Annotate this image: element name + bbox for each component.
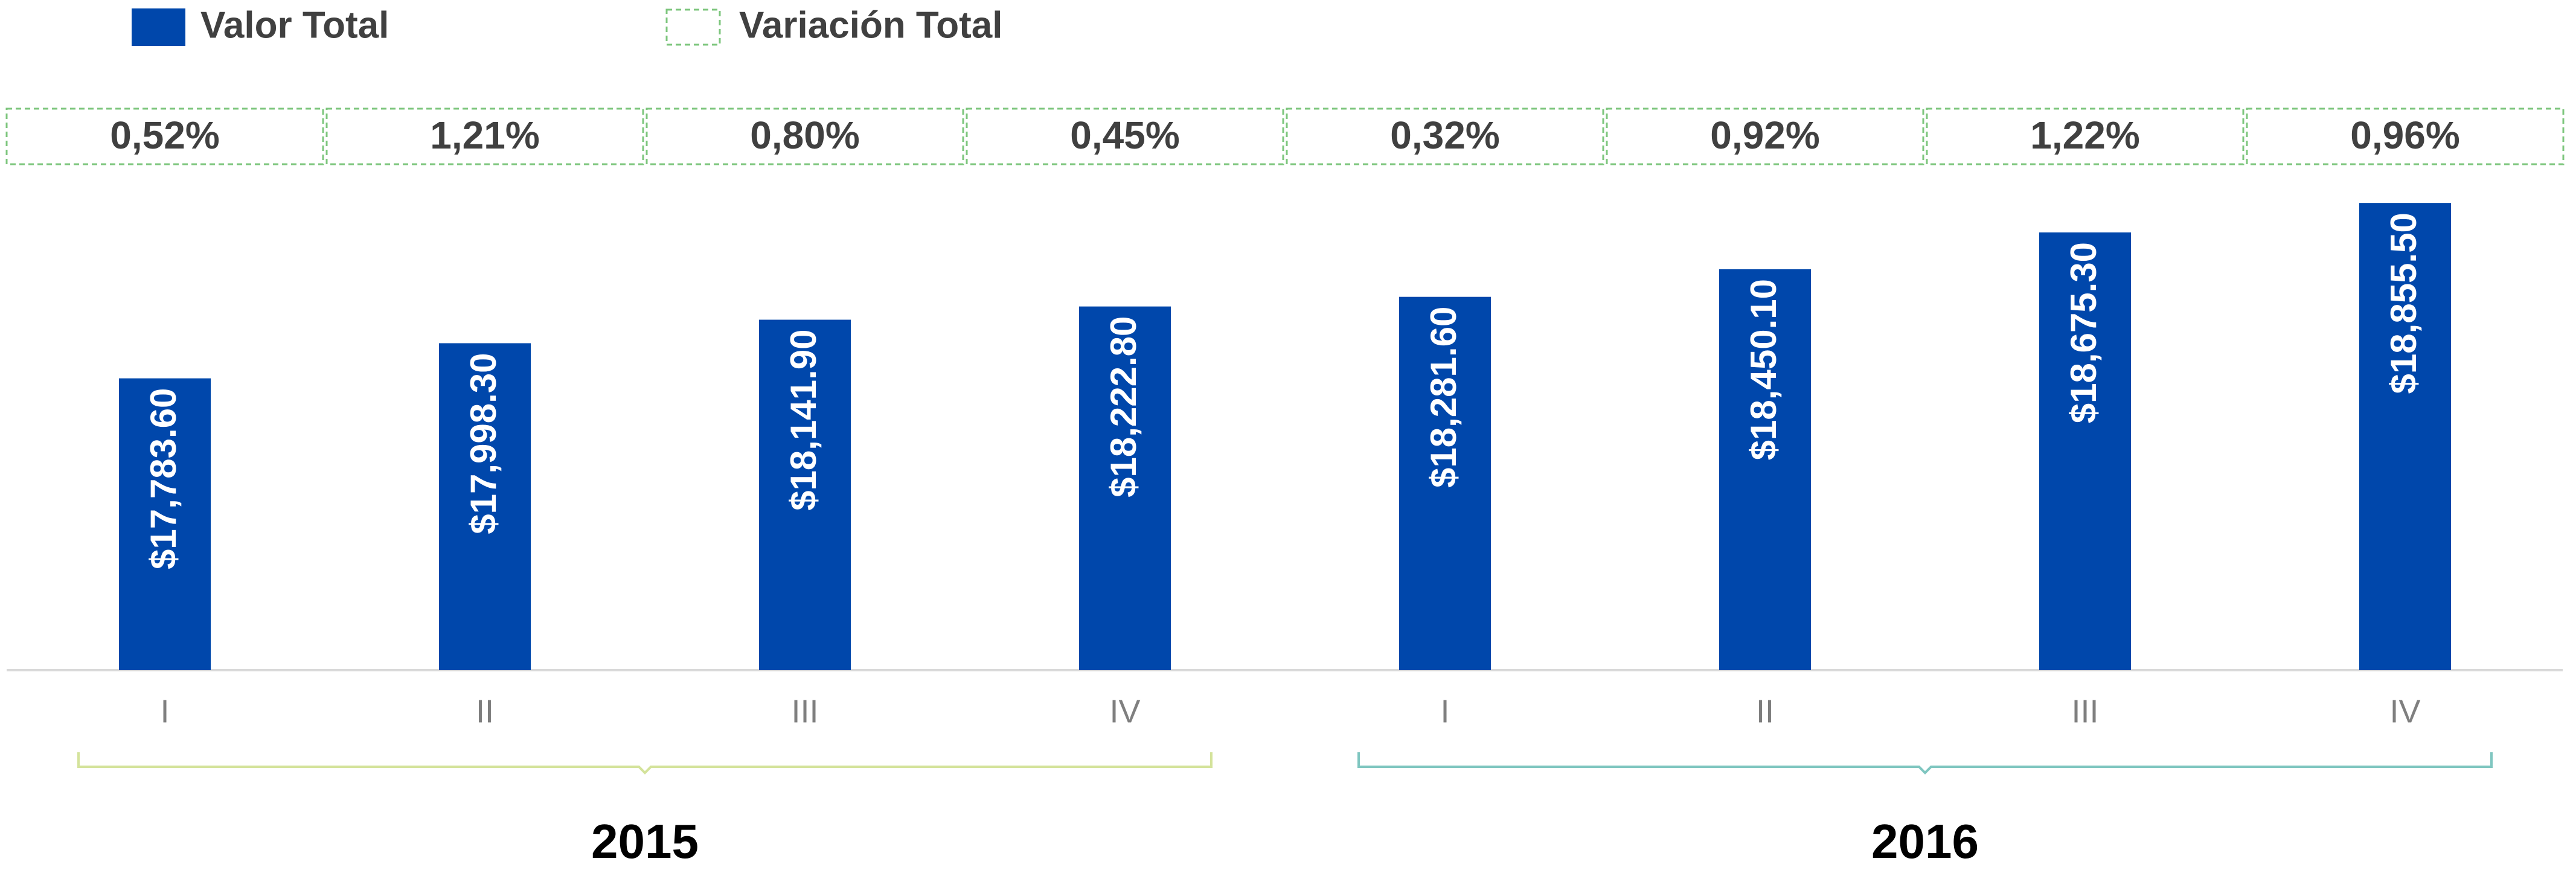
bar-value-label: $18,450.10: [1743, 279, 1784, 460]
variation-cell: [325, 107, 644, 165]
bar-value-label: $17,998.30: [463, 353, 504, 534]
x-tick-label: IV: [2389, 693, 2420, 729]
bar: [439, 343, 531, 670]
variation-label: 1,21%: [430, 114, 539, 157]
legend-label: Variación Total: [739, 4, 1002, 46]
variation-cell: [966, 107, 1284, 165]
variation-label: 0,96%: [2350, 114, 2459, 157]
bar: [759, 319, 851, 670]
group-bracket: [77, 752, 1213, 775]
variation-label: 0,92%: [1710, 114, 1819, 157]
bar-value-label: $18,855.50: [2383, 213, 2424, 394]
bar-value-label: $17,783.60: [143, 388, 184, 569]
x-tick-label: I: [160, 693, 169, 729]
variation-label: 0,80%: [750, 114, 859, 157]
group-label: 2015: [591, 814, 699, 868]
bar: [1719, 269, 1811, 670]
bar-value-label: $18,222.80: [1103, 316, 1144, 497]
variation-cell: [5, 107, 324, 165]
variation-label: 0,32%: [1390, 114, 1499, 157]
group-label: 2016: [1871, 814, 1979, 868]
bar-value-label: $18,141.90: [783, 330, 824, 511]
x-tick-label: II: [476, 693, 494, 729]
bar: [1399, 296, 1491, 670]
variation-cell: [1926, 107, 2244, 165]
variation-label: 1,22%: [2030, 114, 2139, 157]
legend-label: Valor Total: [200, 4, 389, 46]
variation-label: 0,45%: [1070, 114, 1179, 157]
bar-value-label: $18,675.30: [2063, 242, 2104, 423]
variation-cell: [1286, 107, 1604, 165]
legend-swatch-variacion: [665, 8, 721, 46]
group-bracket: [1357, 752, 2493, 775]
variation-cell: [2246, 107, 2565, 165]
bar: [2359, 203, 2451, 670]
variation-cell: [1606, 107, 1924, 165]
x-tick-label: III: [2071, 693, 2098, 729]
bar: [2039, 232, 2131, 670]
bar: [119, 378, 211, 670]
x-tick-label: I: [1440, 693, 1449, 729]
bar-value-label: $18,281.60: [1423, 307, 1464, 488]
legend-swatch-valor: [132, 8, 185, 46]
x-tick-label: III: [791, 693, 818, 729]
bar: [1079, 306, 1171, 670]
variation-cell: [646, 107, 964, 165]
x-tick-label: IV: [1109, 693, 1140, 729]
variation-label: 0,52%: [110, 114, 219, 157]
x-tick-label: II: [1756, 693, 1774, 729]
